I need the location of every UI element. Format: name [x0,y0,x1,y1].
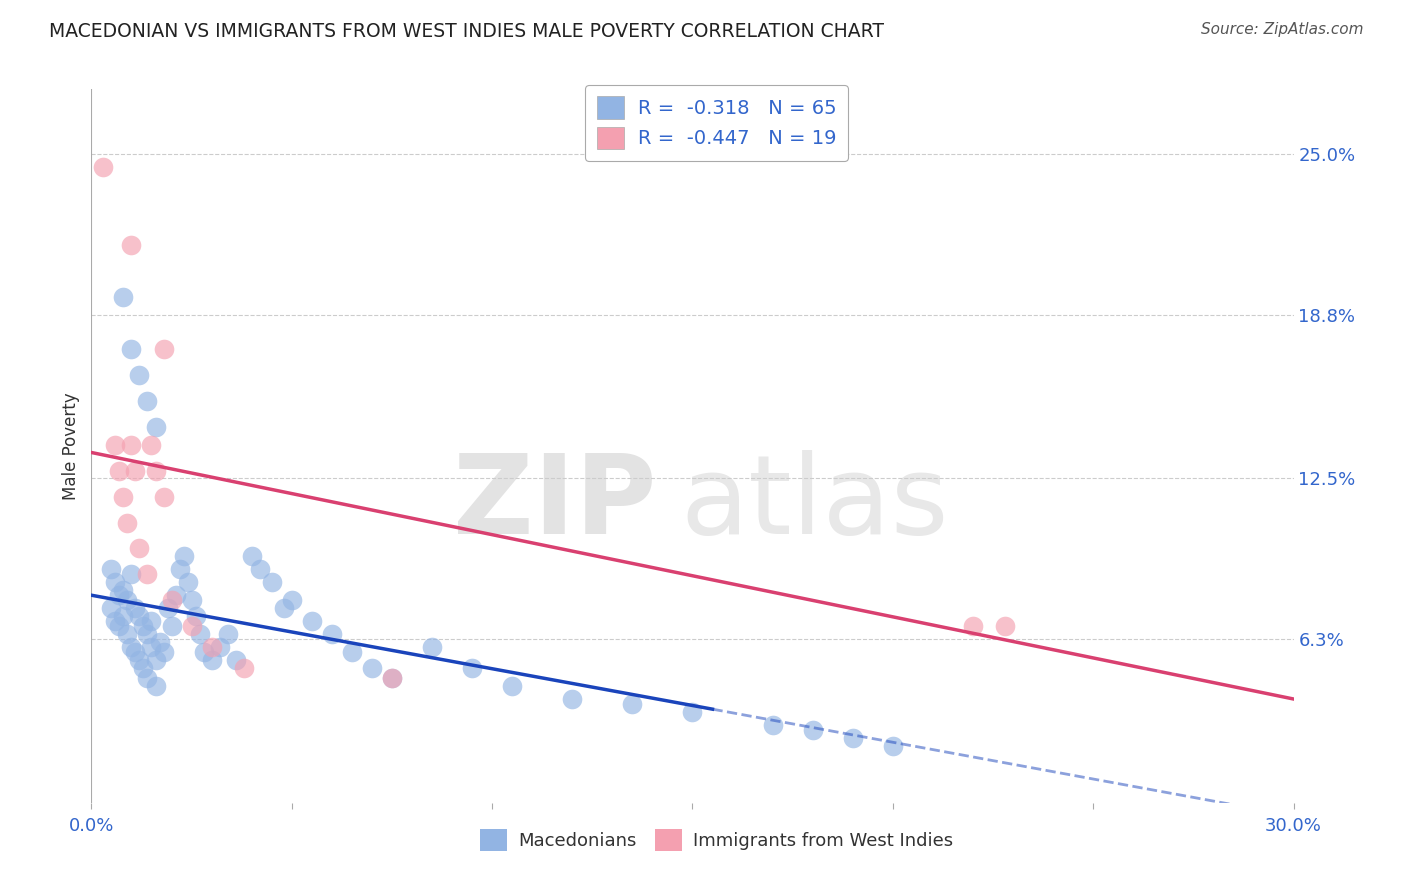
Point [994,619,1017,633]
Point [165,588,187,602]
Legend: Macedonians, Immigrants from West Indies: Macedonians, Immigrants from West Indies [472,822,960,858]
Text: ZIP: ZIP [453,450,657,557]
Point [152,490,174,504]
Point [381,671,404,685]
Point [882,739,904,753]
Point [160,593,183,607]
Point [124,464,146,478]
Point [962,619,984,633]
Point [240,549,263,564]
Text: MACEDONIAN VS IMMIGRANTS FROM WEST INDIES MALE POVERTY CORRELATION CHART: MACEDONIAN VS IMMIGRANTS FROM WEST INDIE… [49,22,884,41]
Point [208,640,231,654]
Text: atlas: atlas [681,450,949,557]
Point [232,661,254,675]
Point [108,619,131,633]
Point [169,562,191,576]
Point [249,562,271,576]
Point [145,464,167,478]
Point [136,393,159,408]
Point [420,640,443,654]
Point [180,593,202,607]
Point [121,238,143,252]
Point [193,645,215,659]
Point [260,575,283,590]
Point [176,575,198,590]
Point [128,653,150,667]
Point [501,679,523,693]
Point [145,419,167,434]
Point [225,653,247,667]
Point [112,582,135,597]
Point [145,653,167,667]
Point [136,627,159,641]
Point [93,160,115,174]
Point [340,645,363,659]
Point [141,614,163,628]
Point [152,645,174,659]
Point [188,627,211,641]
Point [621,697,644,711]
Point [141,438,163,452]
Point [762,718,785,732]
Point [180,619,202,633]
Point [141,640,163,654]
Point [112,290,135,304]
Point [108,464,131,478]
Point [201,653,224,667]
Point [121,438,143,452]
Point [128,541,150,556]
Point [104,614,127,628]
Y-axis label: Male Poverty: Male Poverty [62,392,80,500]
Point [461,661,484,675]
Point [801,723,824,738]
Point [136,671,159,685]
Point [273,601,295,615]
Point [121,342,143,356]
Point [112,490,135,504]
Point [201,640,224,654]
Point [117,516,139,530]
Point [117,627,139,641]
Point [117,593,139,607]
Point [128,368,150,382]
Point [108,588,131,602]
Point [301,614,323,628]
Point [100,562,122,576]
Point [681,705,703,719]
Point [381,671,404,685]
Point [104,575,127,590]
Point [104,438,127,452]
Point [561,692,583,706]
Point [173,549,195,564]
Point [100,601,122,615]
Point [160,619,183,633]
Point [148,635,170,649]
Point [124,601,146,615]
Point [152,342,174,356]
Point [132,661,155,675]
Text: Source: ZipAtlas.com: Source: ZipAtlas.com [1201,22,1364,37]
Point [281,593,304,607]
Point [124,645,146,659]
Point [121,640,143,654]
Point [217,627,239,641]
Point [841,731,863,745]
Point [112,609,135,624]
Point [145,679,167,693]
Point [132,619,155,633]
Point [184,609,207,624]
Point [321,627,343,641]
Point [360,661,382,675]
Point [156,601,179,615]
Point [121,567,143,582]
Point [136,567,159,582]
Point [128,609,150,624]
